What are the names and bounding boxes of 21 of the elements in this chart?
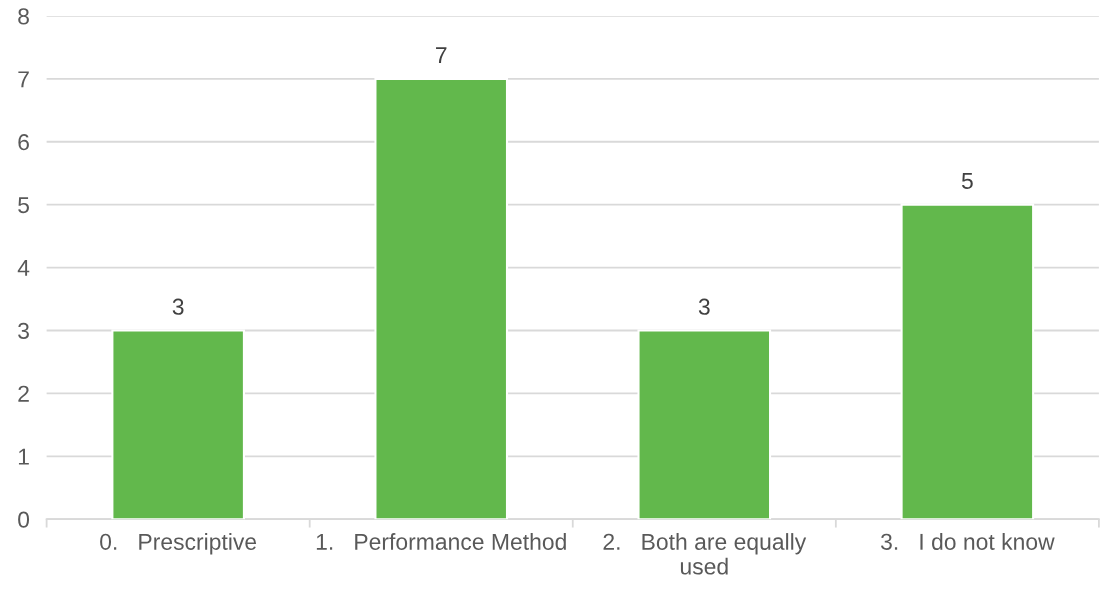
x-tick-label: 2. Both are equally used <box>603 533 807 575</box>
data-label: 3 <box>698 298 710 315</box>
y-tick-label: 8 <box>18 8 29 25</box>
y-tick-label: 2 <box>18 385 29 402</box>
y-tick-label: 5 <box>18 197 29 214</box>
data-label: 5 <box>961 173 973 190</box>
y-tick-label: 3 <box>18 322 29 339</box>
data-label: 3 <box>172 298 184 315</box>
x-tick-label: 0. Prescriptive <box>100 533 257 555</box>
y-tick-label: 0 <box>18 511 30 528</box>
bar <box>374 77 509 520</box>
bar <box>637 329 772 520</box>
x-tick-label: 3. I do not know <box>880 533 1055 550</box>
y-tick-label: 4 <box>17 260 30 276</box>
y-tick-label: 6 <box>18 134 29 151</box>
y-tick-label: 1 <box>18 448 29 465</box>
bar <box>900 203 1035 520</box>
bar <box>111 329 245 520</box>
x-tick-label: 1. Performance Method <box>316 533 566 550</box>
data-label: 7 <box>436 47 447 63</box>
y-tick-label: 7 <box>18 71 29 88</box>
